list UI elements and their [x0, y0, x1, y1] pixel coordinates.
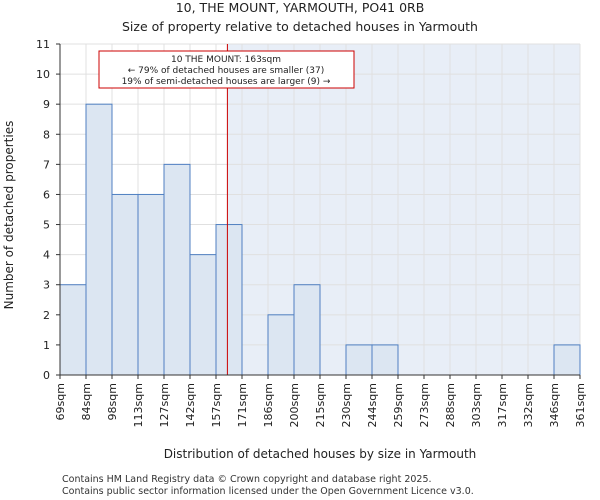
x-tick-label: 230sqm — [340, 383, 353, 427]
y-tick-label: 9 — [43, 98, 50, 111]
histogram-bar — [293, 284, 321, 376]
y-axis-label: Number of detached properties — [2, 121, 16, 310]
histogram-bar — [553, 344, 581, 376]
histogram-bar — [137, 193, 165, 376]
x-tick-label: 303sqm — [470, 383, 483, 427]
y-tick-label: 11 — [36, 38, 50, 51]
histogram-bar — [163, 163, 191, 376]
footer-line-1: Contains HM Land Registry data © Crown c… — [62, 474, 432, 485]
histogram-bar — [345, 344, 373, 376]
histogram-bar — [267, 314, 295, 376]
histogram-bar — [215, 224, 243, 376]
annotation-frame — [98, 50, 355, 89]
annotation-line-1: 10 THE MOUNT: 163sqm — [171, 55, 281, 65]
histogram-bar — [371, 344, 399, 376]
x-tick-label: 171sqm — [236, 383, 249, 427]
x-tick-label: 273sqm — [418, 383, 431, 427]
histogram-bar — [111, 193, 139, 376]
y-tick-label: 8 — [43, 128, 50, 141]
x-tick-label: 288sqm — [444, 383, 457, 427]
y-tick-label: 6 — [43, 188, 50, 201]
x-tick-label: 98sqm — [106, 383, 119, 420]
y-tick-label: 10 — [36, 68, 50, 81]
x-tick-label: 332sqm — [522, 383, 535, 427]
histogram-bar — [85, 103, 113, 376]
x-tick-label: 157sqm — [210, 383, 223, 427]
annotation-box: 10 THE MOUNT: 163sqm ← 79% of detached h… — [98, 50, 355, 89]
histogram-bar — [59, 284, 87, 376]
x-tick-label: 361sqm — [574, 383, 587, 427]
x-tick-label: 200sqm — [288, 383, 301, 427]
x-tick-label: 259sqm — [392, 383, 405, 427]
x-axis-label: Distribution of detached houses by size … — [164, 447, 477, 461]
y-tick-label: 3 — [43, 279, 50, 292]
annotation-line-2: ← 79% of detached houses are smaller (37… — [128, 66, 325, 76]
y-tick-label: 0 — [43, 369, 50, 382]
x-tick-label: 244sqm — [366, 383, 379, 427]
x-tick-label: 186sqm — [262, 383, 275, 427]
x-tick-label: 69sqm — [54, 383, 67, 420]
histogram-bar — [189, 254, 217, 376]
x-tick-label: 346sqm — [548, 383, 561, 427]
x-tick-label: 215sqm — [314, 383, 327, 427]
x-tick-label: 142sqm — [184, 383, 197, 427]
x-tick-label: 317sqm — [496, 383, 509, 427]
y-tick-label: 7 — [43, 158, 50, 171]
y-tick-label: 2 — [43, 309, 50, 322]
y-tick-label: 1 — [43, 339, 50, 352]
x-tick-label: 127sqm — [158, 383, 171, 427]
x-tick-label: 113sqm — [132, 383, 145, 427]
x-tick-label: 84sqm — [80, 383, 93, 420]
y-tick-label: 5 — [43, 219, 50, 232]
y-tick-label: 4 — [43, 249, 50, 262]
annotation-line-3: 19% of semi-detached houses are larger (… — [122, 77, 331, 87]
chart-subtitle: Size of property relative to detached ho… — [122, 19, 478, 34]
footer-line-2: Contains public sector information licen… — [62, 486, 474, 497]
chart-title: 10, THE MOUNT, YARMOUTH, PO41 0RB — [176, 0, 425, 15]
